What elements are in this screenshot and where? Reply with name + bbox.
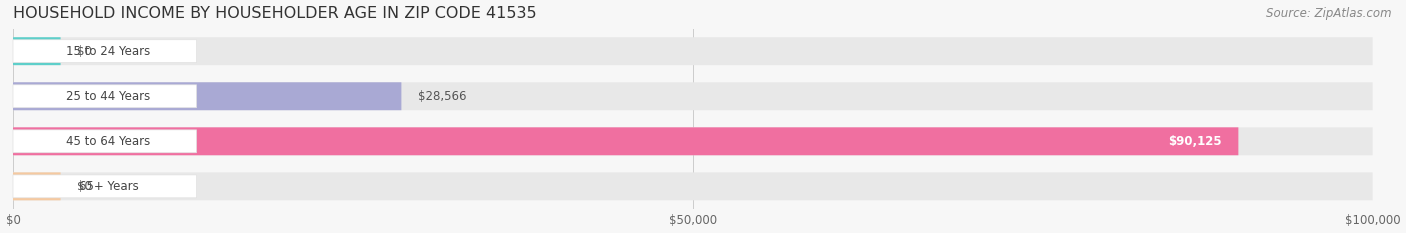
Text: 15 to 24 Years: 15 to 24 Years — [66, 45, 150, 58]
FancyBboxPatch shape — [13, 82, 1372, 110]
FancyBboxPatch shape — [13, 37, 1372, 65]
Text: $0: $0 — [77, 180, 91, 193]
Text: $28,566: $28,566 — [418, 90, 467, 103]
FancyBboxPatch shape — [13, 127, 1239, 155]
FancyBboxPatch shape — [13, 37, 60, 65]
FancyBboxPatch shape — [13, 40, 197, 63]
Text: 25 to 44 Years: 25 to 44 Years — [66, 90, 150, 103]
FancyBboxPatch shape — [13, 82, 401, 110]
Text: 65+ Years: 65+ Years — [79, 180, 138, 193]
FancyBboxPatch shape — [13, 172, 60, 200]
Text: Source: ZipAtlas.com: Source: ZipAtlas.com — [1267, 7, 1392, 20]
FancyBboxPatch shape — [13, 172, 1372, 200]
Text: $90,125: $90,125 — [1168, 135, 1222, 148]
FancyBboxPatch shape — [13, 130, 197, 153]
FancyBboxPatch shape — [13, 127, 1372, 155]
FancyBboxPatch shape — [13, 175, 197, 198]
Text: 45 to 64 Years: 45 to 64 Years — [66, 135, 150, 148]
FancyBboxPatch shape — [13, 85, 197, 108]
Text: $0: $0 — [77, 45, 91, 58]
Text: HOUSEHOLD INCOME BY HOUSEHOLDER AGE IN ZIP CODE 41535: HOUSEHOLD INCOME BY HOUSEHOLDER AGE IN Z… — [13, 6, 537, 21]
